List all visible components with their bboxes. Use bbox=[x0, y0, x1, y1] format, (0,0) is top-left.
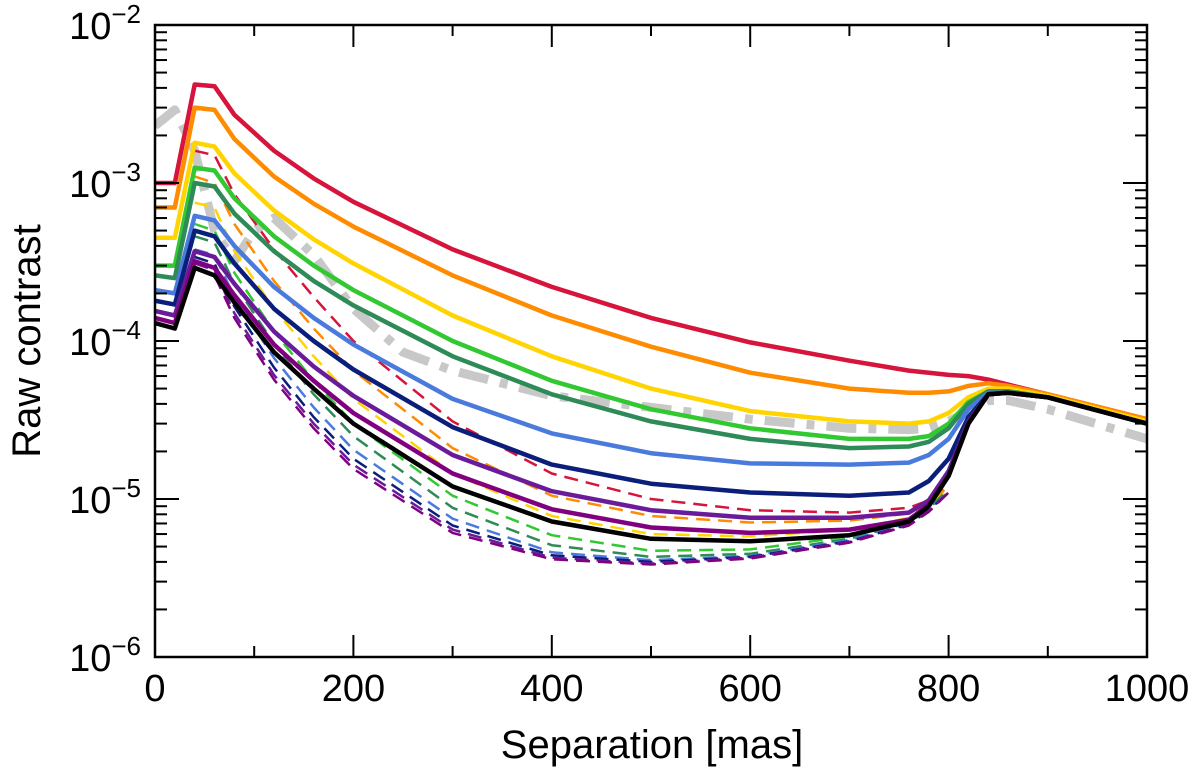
series-lines-group bbox=[155, 82, 1147, 566]
tick-labels-group: 0 200 400 600 800 1000 10−6 10−5 10−4 10−3 10−2 bbox=[69, 0, 1189, 710]
series-dashed-red bbox=[194, 149, 950, 514]
x-tick-label: 600 bbox=[718, 668, 781, 710]
series-solid-green bbox=[155, 165, 1147, 442]
y-tick-label: 10−4 bbox=[69, 315, 141, 364]
series-solid-orange bbox=[155, 105, 1147, 422]
series-solid-blue bbox=[155, 213, 1147, 467]
series-dashed-purple bbox=[194, 262, 950, 565]
x-tick-label: 400 bbox=[520, 668, 583, 710]
y-tick-label: 10−2 bbox=[69, 0, 141, 48]
series-solid-yellow bbox=[155, 140, 1147, 426]
y-tick-label: 10−3 bbox=[69, 157, 141, 206]
series-solid-black bbox=[155, 265, 1147, 544]
ticks-group bbox=[154, 24, 1148, 658]
series-solid-navy bbox=[155, 228, 1147, 498]
series-solid-red bbox=[155, 82, 1147, 422]
x-tick-label: 1000 bbox=[1105, 668, 1190, 710]
y-tick-label: 10−5 bbox=[69, 473, 141, 522]
x-tick-label: 800 bbox=[917, 668, 980, 710]
y-tick-label: 10−6 bbox=[69, 631, 141, 680]
x-tick-label: 200 bbox=[322, 668, 385, 710]
series-dashed-violet bbox=[194, 266, 950, 566]
x-axis-label: Separation [mas] bbox=[501, 723, 803, 767]
x-tick-label: 0 bbox=[144, 668, 165, 710]
y-axis-label: Raw contrast bbox=[5, 224, 49, 457]
series-dashed-darkgreen bbox=[194, 235, 950, 559]
